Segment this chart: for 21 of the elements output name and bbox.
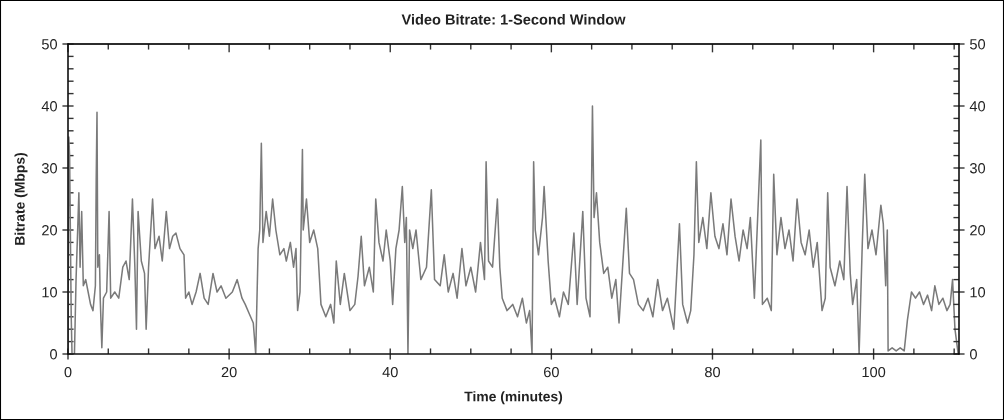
x-axis-title: Time (minutes) [464, 391, 563, 405]
x-tick-label: 20 [221, 366, 237, 378]
x-tick-label: 0 [64, 366, 72, 378]
y2-tick-label: 10 [970, 287, 986, 298]
y-tick-label: 10 [42, 287, 58, 298]
y2-tick-label: 20 [970, 225, 986, 236]
y2-tick-label: 0 [969, 349, 977, 360]
y-tick-label: 20 [42, 225, 58, 236]
y2-tick-label: 40 [969, 101, 986, 112]
x-tick-label: 40 [382, 366, 398, 378]
y2-tick-label: 50 [970, 39, 986, 50]
y-tick-label: 0 [50, 349, 58, 360]
y2-tick-label: 30 [969, 163, 986, 174]
y-tick-label: 30 [41, 163, 58, 174]
x-tick-label: 60 [543, 366, 559, 378]
chart-title: Video Bitrate: 1-Second Window [401, 13, 626, 25]
x-tick-label: 80 [705, 366, 721, 378]
y-axis-title: Bitrate (Mbps) [14, 153, 28, 245]
x-tick-label: 100 [862, 366, 886, 378]
y-tick-label: 40 [41, 101, 58, 112]
y-tick-label: 50 [41, 39, 58, 50]
